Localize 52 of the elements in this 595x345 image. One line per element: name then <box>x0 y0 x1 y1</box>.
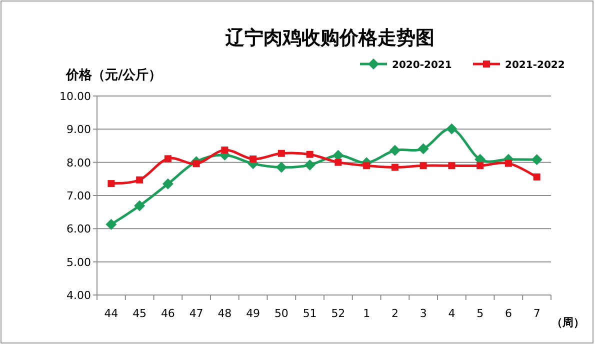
x-tick-label: 4 <box>448 307 456 320</box>
point <box>221 146 228 154</box>
x-tick-label: 48 <box>218 307 232 320</box>
chart-title: 辽宁肉鸡收购价格走势图 <box>224 27 434 49</box>
y-tick-label: 6.00 <box>66 222 91 236</box>
point <box>418 143 429 154</box>
point <box>448 162 456 170</box>
point <box>446 123 458 134</box>
text: （周） <box>552 316 584 329</box>
x-tick-label: 47 <box>189 307 204 320</box>
x-tick-label: 1 <box>363 307 370 320</box>
x-tick-label: 52 <box>331 307 346 320</box>
point <box>106 218 117 230</box>
x-tick-label: 7 <box>533 307 540 320</box>
point <box>134 200 146 212</box>
y-tick-label: 7.00 <box>66 190 91 202</box>
y-tick-label: 9.00 <box>66 123 91 136</box>
x-tick-label: 3 <box>420 307 427 320</box>
point <box>533 173 540 180</box>
point <box>334 158 342 166</box>
point <box>108 180 115 188</box>
point <box>306 150 314 158</box>
legend-label: 2020-2021 <box>392 60 452 71</box>
y-tick-label: 5.00 <box>66 256 91 269</box>
point <box>531 154 542 166</box>
y-tick-label: 8.00 <box>66 156 91 170</box>
y-axis-title: 价格（元/公斤） <box>65 67 162 83</box>
x-tick-label: 2 <box>391 307 398 320</box>
point <box>363 162 370 170</box>
point <box>276 162 287 173</box>
x-tick-label: 45 <box>132 307 147 320</box>
point <box>278 150 285 157</box>
point <box>250 156 257 163</box>
point <box>162 178 174 190</box>
point <box>504 160 512 167</box>
point <box>136 176 144 184</box>
point <box>391 164 398 171</box>
x-tick-label: 51 <box>302 307 317 320</box>
y-tick-label: 4.00 <box>66 289 91 302</box>
x-tick-label: 5 <box>476 307 484 320</box>
point <box>476 162 484 170</box>
x-tick-label: 46 <box>160 307 175 320</box>
x-tick-label: 50 <box>274 307 288 320</box>
x-tick-label: 44 <box>104 307 118 320</box>
point <box>389 144 400 156</box>
point <box>420 162 427 170</box>
point <box>164 155 172 162</box>
x-tick-label: 6 <box>504 307 512 320</box>
legend-label: 2021-2022 <box>505 60 565 71</box>
x-tick-label: 49 <box>246 307 260 320</box>
point <box>304 159 316 170</box>
y-tick-label: 10.00 <box>60 90 91 103</box>
